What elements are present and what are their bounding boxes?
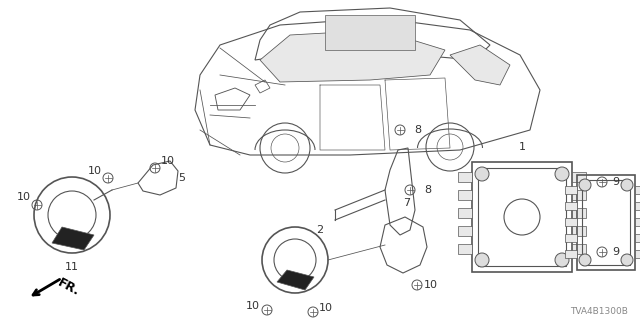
- Bar: [635, 250, 640, 258]
- Bar: [635, 234, 640, 242]
- Text: 9: 9: [612, 247, 620, 257]
- Text: 8: 8: [424, 185, 431, 195]
- Bar: [572, 208, 586, 218]
- Circle shape: [475, 167, 489, 181]
- Text: TVA4B1300B: TVA4B1300B: [570, 308, 628, 316]
- Text: 5: 5: [179, 173, 186, 183]
- Bar: [565, 250, 577, 258]
- Circle shape: [555, 167, 569, 181]
- Bar: [635, 218, 640, 226]
- Bar: [635, 186, 640, 194]
- Bar: [572, 244, 586, 254]
- Polygon shape: [260, 30, 445, 82]
- Bar: [565, 202, 577, 210]
- Text: 10: 10: [246, 301, 260, 311]
- Bar: [458, 244, 472, 254]
- Bar: [325, 15, 415, 50]
- Bar: [582, 180, 630, 265]
- Bar: [635, 202, 640, 210]
- Text: 9: 9: [612, 177, 620, 187]
- Text: 10: 10: [17, 192, 31, 202]
- Polygon shape: [450, 45, 510, 85]
- Bar: [478, 168, 566, 266]
- Circle shape: [579, 254, 591, 266]
- Text: 10: 10: [161, 156, 175, 166]
- Text: 7: 7: [403, 198, 411, 208]
- Bar: [458, 190, 472, 200]
- Bar: [565, 186, 577, 194]
- Circle shape: [579, 179, 591, 191]
- Bar: [472, 162, 572, 272]
- Text: 10: 10: [319, 303, 333, 313]
- Text: 8: 8: [415, 125, 422, 135]
- Bar: [572, 226, 586, 236]
- Bar: [572, 172, 586, 182]
- Polygon shape: [52, 227, 94, 250]
- Circle shape: [621, 179, 633, 191]
- Text: FR.: FR.: [55, 276, 81, 298]
- Circle shape: [475, 253, 489, 267]
- Text: 2: 2: [316, 225, 324, 235]
- Circle shape: [621, 254, 633, 266]
- Bar: [458, 226, 472, 236]
- Bar: [577, 175, 635, 270]
- Circle shape: [555, 253, 569, 267]
- Bar: [458, 208, 472, 218]
- Bar: [565, 218, 577, 226]
- Bar: [458, 172, 472, 182]
- Text: 1: 1: [518, 142, 525, 152]
- Polygon shape: [277, 270, 314, 290]
- Bar: [572, 190, 586, 200]
- Text: 10: 10: [88, 166, 102, 176]
- Bar: [565, 234, 577, 242]
- Text: 11: 11: [65, 262, 79, 272]
- Text: 10: 10: [424, 280, 438, 290]
